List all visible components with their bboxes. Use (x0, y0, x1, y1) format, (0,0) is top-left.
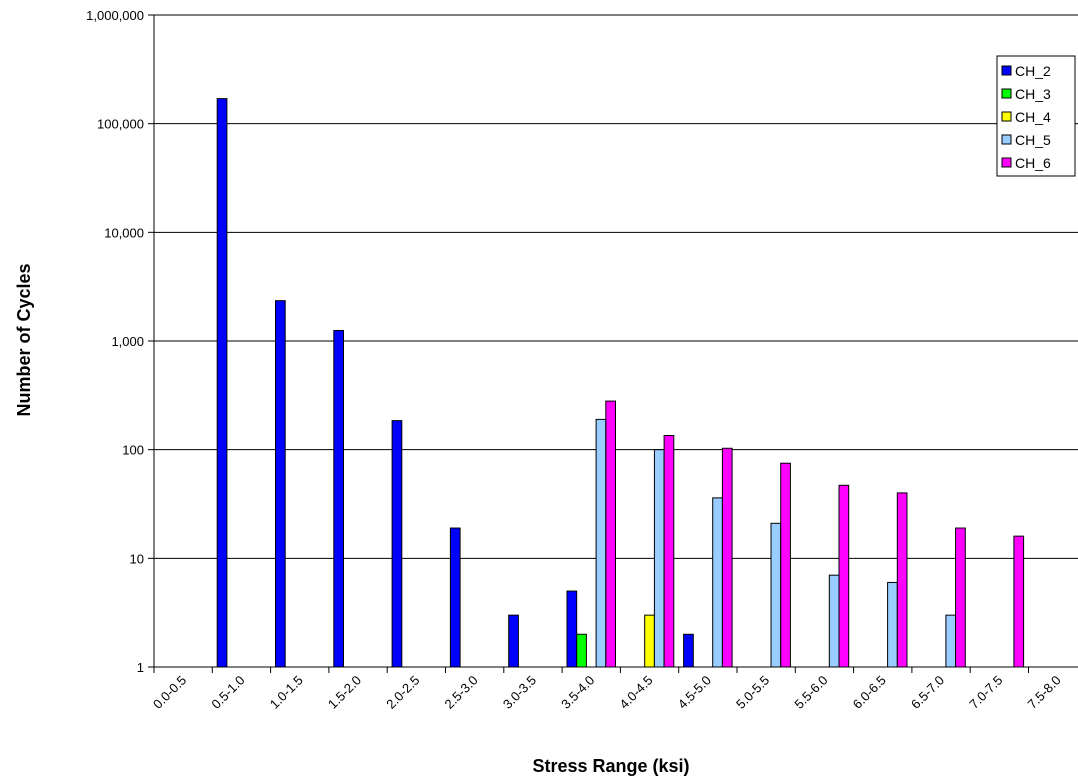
legend-label-ch3: CH_3 (1015, 86, 1051, 102)
bar-ch6-9 (721, 447, 733, 668)
legend-label-ch4: CH_4 (1015, 109, 1051, 125)
axes (148, 14, 1078, 673)
bar-ch2-3 (333, 329, 344, 668)
bar-ch2-2 (275, 300, 286, 668)
y-tick-label: 1 (137, 660, 144, 675)
bar-ch5-7 (595, 418, 607, 668)
x-tick-label: 0.5-1.0 (208, 673, 247, 712)
legend-swatch-ch6 (1001, 157, 1012, 168)
bar-ch2-7 (566, 590, 578, 668)
bar-ch6-11 (838, 484, 850, 668)
bar-ch6-13 (955, 527, 966, 668)
x-tick-label: 7.0-7.5 (966, 673, 1005, 712)
bar-ch2-6 (508, 614, 519, 668)
bar-ch5-11 (828, 574, 840, 668)
bar-ch6-14 (1013, 535, 1025, 668)
x-tick-label: 0.0-0.5 (150, 673, 189, 712)
y-tick-label: 100 (122, 443, 144, 458)
legend-swatch-ch3 (1001, 88, 1012, 99)
x-tick-label: 7.5-8.0 (1025, 673, 1064, 712)
legend-label-ch2: CH_2 (1015, 63, 1051, 79)
x-tick-label: 4.0-4.5 (616, 673, 655, 712)
y-tick-label: 10 (130, 551, 144, 566)
bar-ch6-12 (896, 492, 908, 668)
x-tick-label: 6.0-6.5 (850, 673, 889, 712)
legend-swatch-ch4 (1001, 111, 1012, 122)
legend-swatch-ch2 (1001, 65, 1012, 76)
y-axis-title: Number of Cycles (14, 263, 34, 416)
x-tick-label: 5.0-5.5 (733, 673, 772, 712)
y-tick-label: 1,000 (111, 334, 144, 349)
x-tick-label: 1.0-1.5 (267, 673, 306, 712)
bar-ch6-10 (780, 462, 791, 668)
x-tick-label: 3.0-3.5 (500, 673, 539, 712)
bar-ch2-5 (449, 527, 461, 668)
bar-ch5-13 (945, 614, 957, 668)
bar-ch2-1 (216, 98, 228, 668)
x-tick-label: 2.0-2.5 (383, 673, 422, 712)
legend-swatch-ch5 (1001, 134, 1012, 145)
x-tick-label: 4.5-5.0 (675, 673, 714, 712)
gridlines (154, 14, 1078, 668)
legend: CH_2 CH_3 CH_4 CH_5 CH_6 (996, 55, 1076, 177)
bar-ch3-7 (576, 633, 587, 668)
bar-ch6-8 (663, 435, 675, 668)
x-tick-label: 3.5-4.0 (558, 673, 597, 712)
bar-ch5-12 (887, 581, 898, 668)
bar-ch5-9 (712, 497, 723, 668)
x-tick-label: 2.5-3.0 (442, 673, 481, 712)
x-axis-title: Stress Range (ksi) (532, 756, 689, 776)
y-tick-label: 10,000 (104, 225, 144, 240)
y-tick-label: 1,000,000 (86, 8, 144, 23)
x-tick-label: 1.5-2.0 (325, 673, 364, 712)
legend-label-ch6: CH_6 (1015, 155, 1051, 171)
bars (216, 98, 1025, 668)
x-tick-label: 5.5-6.0 (791, 673, 830, 712)
bar-ch5-10 (770, 522, 782, 668)
y-tick-label: 100,000 (97, 117, 144, 132)
bar-ch2-4 (391, 420, 403, 668)
y-tick-labels: 1 10 100 1,000 10,000 100,000 1,000,000 (86, 8, 144, 675)
x-tick-labels: 0.0-0.5 0.5-1.0 1.0-1.5 1.5-2.0 2.0-2.5 2.5-3… (150, 673, 1064, 712)
bar-ch2-9 (683, 633, 694, 668)
bar-ch6-7 (605, 400, 616, 668)
bar-ch5-8 (653, 449, 665, 668)
x-tick-label: 6.5-7.0 (908, 673, 947, 712)
legend-label-ch5: CH_5 (1015, 132, 1051, 148)
bar-ch4-8 (644, 614, 655, 668)
